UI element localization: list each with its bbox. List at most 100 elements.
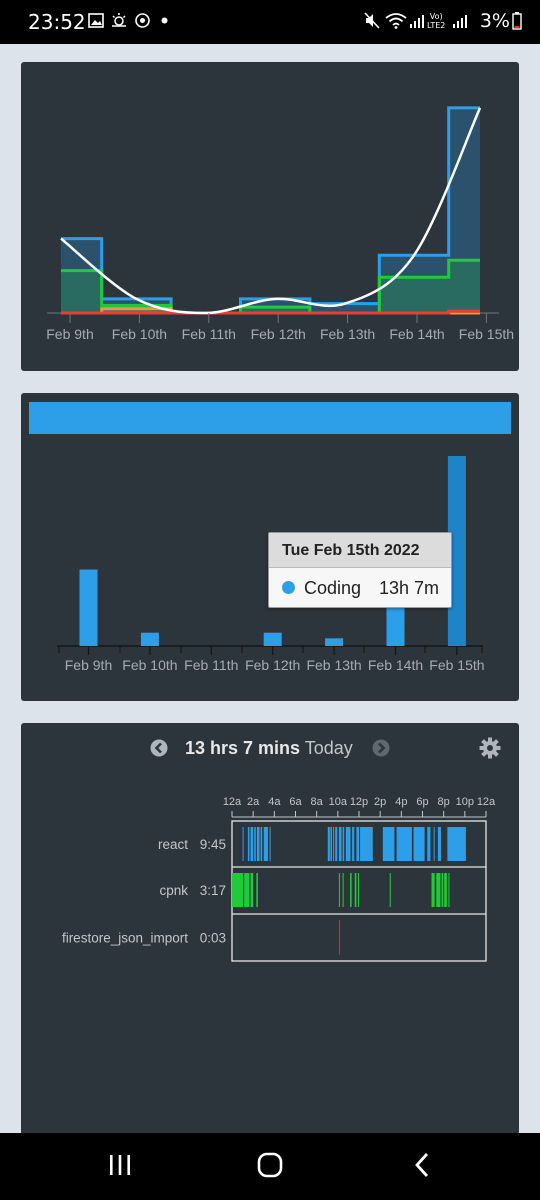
activity-segment-firestore-json-import[interactable] (338, 920, 340, 955)
project-time-firestore-json-import: 0:03 (200, 931, 226, 946)
activity-segment-react[interactable] (352, 827, 355, 861)
activity-segment-react[interactable] (269, 827, 271, 861)
daily-bar-chart[interactable]: Feb 9th Feb 10th Feb 11th Feb 12th Feb 13th F… (21, 393, 519, 701)
dot-icon (161, 17, 168, 24)
recent-apps-icon[interactable] (108, 1153, 132, 1177)
hour-label: 12p (350, 796, 368, 808)
activity-segment-react[interactable] (360, 827, 373, 861)
project-time-react: 9:45 (200, 837, 226, 852)
activity-segment-react[interactable] (242, 827, 244, 861)
hour-label: 4p (395, 796, 407, 808)
timeline-heading: 13 hrs 7 mins Today (185, 738, 353, 759)
bar-feb-13th[interactable] (325, 638, 344, 646)
activity-segment-react[interactable] (427, 827, 431, 861)
series-area-0 (61, 107, 480, 313)
x-tick-label-feb-13th: Feb 13th (320, 326, 375, 342)
signal-icon (410, 15, 424, 28)
tooltip-series-dot (282, 581, 295, 594)
activity-segment-react[interactable] (333, 827, 335, 861)
gallery-icon (88, 13, 104, 28)
activity-segment-react[interactable] (327, 827, 330, 861)
hour-label: 8p (438, 796, 450, 808)
weather-icon (112, 13, 126, 27)
activity-segment-cpnk[interactable] (389, 873, 391, 907)
hour-label: 2a (247, 796, 260, 808)
project-timeline-card: 13 hrs 7 mins Today 12a 2a 4a 6a 8a 10a 12p 2p 4… (21, 723, 519, 1143)
activity-segment-cpnk[interactable] (256, 873, 258, 907)
signal2-icon (453, 15, 467, 28)
hour-label: 8a (311, 796, 324, 808)
bar-feb-12th[interactable] (263, 632, 282, 646)
activity-segment-react[interactable] (396, 827, 412, 861)
timeline-total: 13 hrs 7 mins (185, 738, 301, 758)
home-icon[interactable] (256, 1151, 284, 1179)
activity-segment-react[interactable] (256, 827, 260, 861)
x-tick-label-feb-12th: Feb 12th (251, 326, 306, 342)
x-tick-label-feb-11th: Feb 11th (184, 657, 238, 673)
x-tick-label-feb-10th: Feb 10th (112, 326, 167, 342)
mute-icon (364, 12, 380, 29)
x-tick-label-feb-10th: Feb 10th (122, 657, 177, 673)
activity-segment-react[interactable] (413, 827, 425, 861)
trend-line (60, 107, 482, 315)
activity-segment-react[interactable] (382, 827, 395, 861)
next-day-icon[interactable] (372, 739, 390, 757)
activity-segment-cpnk[interactable] (342, 873, 344, 907)
activity-segment-cpnk[interactable] (250, 873, 254, 907)
activity-segment-cpnk[interactable] (244, 873, 250, 907)
chart-tooltip: Tue Feb 15th 2022 Coding 13h 7m (268, 532, 452, 608)
activity-segment-cpnk[interactable] (338, 873, 340, 907)
battery-percent: 3% (479, 10, 510, 32)
activity-segment-cpnk[interactable] (448, 873, 450, 907)
activity-segment-react[interactable] (260, 827, 263, 861)
activity-segment-react[interactable] (247, 827, 250, 861)
hour-label: 10a (329, 796, 348, 808)
status-bar: 23:52 Vo) LTE2 3% (0, 0, 540, 44)
activity-segment-react[interactable] (447, 827, 466, 861)
activity-segment-react[interactable] (254, 827, 256, 861)
series-line-1 (61, 258, 480, 315)
legend-bar[interactable] (29, 402, 511, 434)
navigation-bar (0, 1133, 540, 1200)
activity-segment-react[interactable] (250, 827, 254, 861)
activity-segment-cpnk[interactable] (431, 873, 435, 907)
previous-day-icon[interactable] (150, 739, 168, 757)
activity-segment-react[interactable] (433, 827, 435, 861)
activity-segment-react[interactable] (335, 827, 338, 861)
timeline-period: Today (304, 738, 353, 758)
bar-feb-14th[interactable] (386, 604, 405, 646)
x-tick-label-feb-13th: Feb 13th (306, 657, 361, 673)
activity-segment-react[interactable] (437, 827, 442, 861)
activity-segment-cpnk[interactable] (441, 873, 444, 907)
x-tick-label-feb-15th: Feb 15th (429, 657, 484, 673)
bar-feb-9th[interactable] (79, 569, 98, 646)
activity-segment-cpnk[interactable] (354, 873, 357, 907)
activity-segment-react[interactable] (345, 827, 351, 861)
daily-stacked-chart-card: Feb 9th Feb 10th Feb 11th Feb 12th Feb 13th F… (21, 62, 519, 371)
bar-feb-15th[interactable] (447, 456, 466, 646)
status-time: 23:52 (28, 10, 86, 34)
activity-segment-react[interactable] (356, 827, 359, 861)
activity-segment-cpnk[interactable] (350, 873, 352, 907)
back-icon[interactable] (412, 1152, 432, 1178)
tooltip-value: 13h 7m (379, 578, 440, 598)
activity-segment-react[interactable] (330, 827, 333, 861)
gear-icon[interactable] (479, 737, 501, 759)
activity-segment-cpnk[interactable] (444, 873, 447, 907)
sync-icon (135, 13, 150, 28)
x-tick-label-feb-11th: Feb 11th (182, 326, 236, 342)
project-time-cpnk: 3:17 (200, 883, 226, 898)
activity-segment-cpnk[interactable] (357, 873, 359, 907)
x-tick-label-feb-9th: Feb 9th (65, 657, 112, 673)
hour-label: 4a (268, 796, 281, 808)
x-tick-label-feb-12th: Feb 12th (245, 657, 300, 673)
network-type: LTE2 (427, 21, 446, 30)
bar-feb-10th[interactable] (140, 632, 159, 646)
activity-segment-react[interactable] (338, 827, 342, 861)
activity-segment-react[interactable] (263, 827, 268, 861)
x-tick-label-feb-14th: Feb 14th (389, 326, 444, 342)
hour-label: 2p (374, 796, 386, 808)
activity-segment-cpnk[interactable] (232, 873, 244, 907)
activity-segment-cpnk[interactable] (436, 873, 441, 907)
activity-segment-react[interactable] (342, 827, 345, 861)
